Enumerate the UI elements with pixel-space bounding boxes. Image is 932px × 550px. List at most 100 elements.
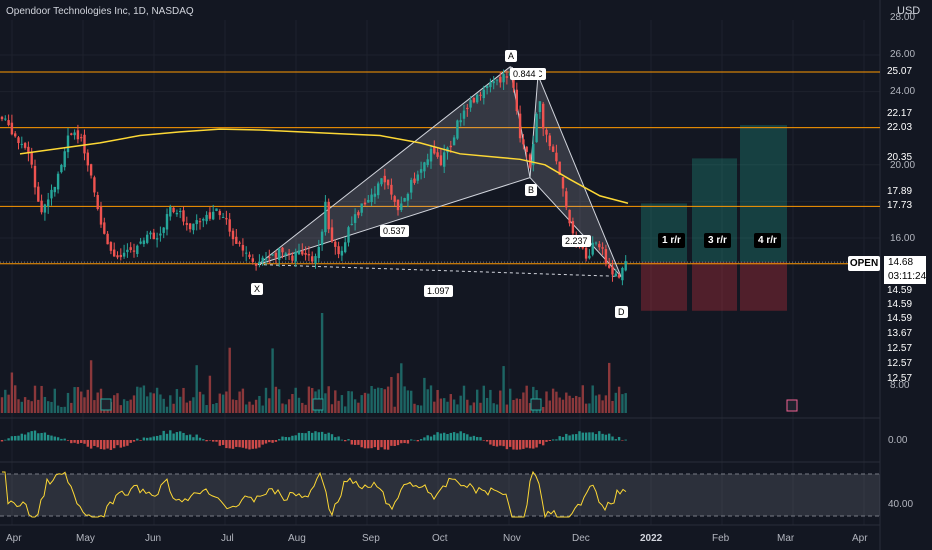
oscillator-bar [149, 437, 152, 441]
volume-bar [347, 391, 350, 413]
price-tick: 8.00 [890, 380, 910, 391]
candle-body [423, 162, 426, 172]
candle-body [304, 252, 307, 255]
candle-body [548, 135, 551, 147]
candle-body [436, 152, 439, 157]
oscillator-bar [80, 440, 83, 444]
price-badge: 17.89 [886, 186, 913, 197]
volume-bar [142, 385, 146, 413]
rr-label-4: 4 r/r [754, 233, 781, 248]
candle-body [0, 116, 4, 120]
oscillator-bar [179, 431, 182, 441]
month-label: Mar [777, 533, 795, 544]
candle-body [466, 107, 469, 110]
volume-bar [146, 396, 149, 413]
volume-bar [33, 385, 37, 413]
candle-body [132, 250, 136, 252]
volume-bar [89, 360, 93, 413]
volume-bar [284, 404, 287, 413]
countdown-timer: 03:11:24 [888, 271, 927, 282]
candle-body [555, 152, 558, 162]
oscillator-bar [231, 440, 235, 449]
candle-body [93, 177, 96, 193]
candle-body [231, 230, 235, 240]
oscillator-bar [261, 440, 264, 445]
oscillator-bar [565, 433, 568, 441]
candle-body [119, 254, 122, 258]
oscillator-bar [608, 433, 611, 441]
oscillator-bar [416, 440, 419, 442]
candle-body [535, 113, 538, 143]
oscillator-bar [119, 440, 122, 448]
volume-bar [225, 391, 228, 413]
rsi-band [0, 474, 880, 516]
volume-bar [367, 393, 370, 413]
candle-body [386, 179, 390, 186]
oscillator-bar [208, 440, 212, 441]
volume-bar [27, 399, 30, 413]
oscillator-bar [452, 432, 456, 441]
candle-body [23, 143, 27, 148]
oscillator-bar [172, 433, 175, 441]
oscillator-bar [449, 432, 452, 441]
oscillator-bar [281, 436, 284, 441]
price-tick: 28.00 [890, 12, 916, 23]
volume-bar [20, 401, 23, 413]
candle-body [439, 155, 443, 166]
oscillator-bar [386, 440, 390, 450]
candle-body [47, 199, 50, 207]
month-label: Apr [6, 533, 22, 544]
oscillator-bar [482, 440, 485, 441]
oscillator-bar [50, 435, 53, 441]
oscillator-bar [301, 432, 304, 441]
oscillator-bar [245, 440, 248, 449]
oscillator-bar [10, 436, 14, 441]
oscillator-bar [248, 440, 251, 450]
volume-bar [502, 366, 505, 413]
candle-body [594, 242, 598, 244]
volume-bar [522, 392, 525, 413]
oscillator-bar [205, 440, 208, 442]
volume-bar [466, 399, 469, 413]
oscillator-bar [4, 439, 7, 441]
candle-body [340, 250, 344, 256]
oscillator-bar [423, 437, 426, 441]
pattern-point-a: A [505, 50, 518, 62]
oscillator-bar [594, 434, 598, 441]
oscillator-bar [403, 440, 406, 444]
candle-body [317, 246, 320, 259]
oscillator-bar [7, 438, 10, 441]
volume-bar [433, 401, 436, 413]
candle-body [261, 257, 264, 262]
oscillator-bar [535, 440, 538, 448]
volume-bar [63, 406, 66, 413]
oscillator-bar [575, 434, 578, 441]
volume-bar [76, 387, 80, 413]
oscillator-bar [350, 440, 353, 445]
oscillator-bar [60, 438, 63, 441]
volume-bar [423, 377, 426, 413]
oscillator-bar [113, 440, 116, 449]
oscillator-bar [545, 440, 548, 442]
volume-bar [459, 395, 462, 413]
rr-label-1: 1 r/r [658, 233, 685, 248]
open-order-label[interactable]: OPEN [848, 256, 880, 271]
candle-body [591, 242, 594, 255]
candle-body [367, 199, 370, 203]
rsi-line [2, 470, 627, 519]
candle-body [235, 236, 238, 244]
volume-bar [169, 395, 172, 413]
oscillator-bar [182, 432, 185, 441]
price-tick: 24.00 [890, 86, 916, 97]
candle-body [370, 194, 373, 203]
volume-bar [307, 386, 311, 413]
candle-body [129, 247, 132, 250]
oscillator-bar [410, 439, 413, 441]
candle-body [208, 212, 212, 219]
rsi-axis-value: 40.00 [888, 499, 914, 510]
volume-bar [212, 404, 215, 413]
volume-bar [518, 398, 522, 413]
volume-bar [159, 394, 162, 413]
oscillator-bar [37, 433, 40, 441]
